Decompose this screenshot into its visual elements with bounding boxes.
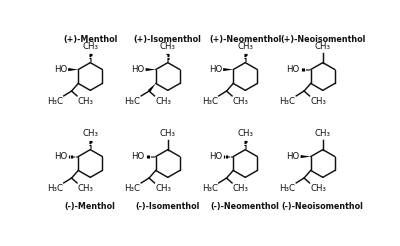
Text: (-)-Menthol: (-)-Menthol xyxy=(65,202,116,211)
Text: (+)-Menthol: (+)-Menthol xyxy=(63,35,118,44)
Text: H₃C: H₃C xyxy=(47,184,63,193)
Text: HO: HO xyxy=(54,65,67,74)
Text: CH₃: CH₃ xyxy=(233,97,249,106)
Text: CH₃: CH₃ xyxy=(82,43,98,51)
Text: HO: HO xyxy=(287,152,300,161)
Text: HO: HO xyxy=(209,152,222,161)
Text: H₃C: H₃C xyxy=(47,97,63,106)
Text: (-)-Neomenthol: (-)-Neomenthol xyxy=(211,202,280,211)
Text: CH₃: CH₃ xyxy=(315,43,331,51)
Text: HO: HO xyxy=(209,65,222,74)
Text: (-)-Isomenthol: (-)-Isomenthol xyxy=(136,202,200,211)
Text: HO: HO xyxy=(54,152,67,161)
Text: H₃C: H₃C xyxy=(280,97,296,106)
Text: CH₃: CH₃ xyxy=(237,129,253,138)
Text: H₃C: H₃C xyxy=(124,97,140,106)
Text: H₃C: H₃C xyxy=(124,184,140,193)
Text: H₃C: H₃C xyxy=(202,97,218,106)
Text: (+)-Neomenthol: (+)-Neomenthol xyxy=(209,35,282,44)
Text: H₃C: H₃C xyxy=(280,184,296,193)
Text: CH₃: CH₃ xyxy=(315,129,331,138)
Text: H₃C: H₃C xyxy=(202,184,218,193)
Text: CH₃: CH₃ xyxy=(237,43,253,51)
Polygon shape xyxy=(301,155,311,158)
Text: CH₃: CH₃ xyxy=(160,129,176,138)
Polygon shape xyxy=(148,83,156,92)
Text: CH₃: CH₃ xyxy=(82,129,98,138)
Text: (-)-Neoisomenthol: (-)-Neoisomenthol xyxy=(282,202,364,211)
Text: (+)-Neoisomenthol: (+)-Neoisomenthol xyxy=(280,35,366,44)
Polygon shape xyxy=(68,68,78,71)
Text: CH₃: CH₃ xyxy=(155,97,171,106)
Text: CH₃: CH₃ xyxy=(233,184,249,193)
Text: HO: HO xyxy=(132,65,145,74)
Polygon shape xyxy=(146,68,156,71)
Text: (+)-Isomenthol: (+)-Isomenthol xyxy=(134,35,202,44)
Text: HO: HO xyxy=(287,65,300,74)
Text: HO: HO xyxy=(132,152,145,161)
Text: CH₃: CH₃ xyxy=(160,43,176,51)
Polygon shape xyxy=(223,68,233,71)
Text: CH₃: CH₃ xyxy=(310,97,326,106)
Text: CH₃: CH₃ xyxy=(78,184,94,193)
Text: CH₃: CH₃ xyxy=(78,97,94,106)
Text: CH₃: CH₃ xyxy=(155,184,171,193)
Text: CH₃: CH₃ xyxy=(310,184,326,193)
